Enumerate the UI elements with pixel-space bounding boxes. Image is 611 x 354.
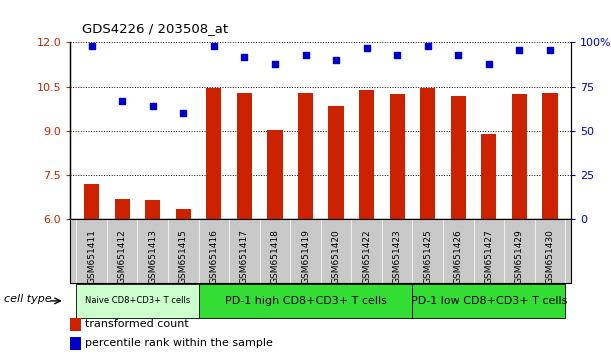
Bar	[329, 106, 344, 219]
Point	[301, 52, 310, 58]
Text: PD-1 high CD8+CD3+ T cells: PD-1 high CD8+CD3+ T cells	[225, 296, 386, 306]
FancyBboxPatch shape	[76, 284, 199, 318]
Text: GSM651416: GSM651416	[210, 229, 218, 284]
Bar	[268, 130, 283, 219]
Point	[209, 43, 219, 49]
Text: GDS4226 / 203508_at: GDS4226 / 203508_at	[82, 22, 229, 35]
Text: GSM651429: GSM651429	[515, 229, 524, 284]
Bar	[115, 199, 130, 219]
Point	[117, 98, 127, 104]
Bar	[207, 88, 222, 219]
Text: GSM651419: GSM651419	[301, 229, 310, 284]
FancyBboxPatch shape	[199, 284, 412, 318]
Point	[514, 47, 524, 52]
Text: PD-1 low CD8+CD3+ T cells: PD-1 low CD8+CD3+ T cells	[411, 296, 567, 306]
Bar	[237, 93, 252, 219]
Bar	[359, 90, 375, 219]
Text: percentile rank within the sample: percentile rank within the sample	[86, 338, 273, 348]
Point	[87, 43, 97, 49]
Bar	[451, 96, 466, 219]
Point	[270, 61, 280, 67]
Text: transformed count: transformed count	[86, 319, 189, 329]
Point	[423, 43, 433, 49]
Point	[178, 110, 188, 116]
Text: GSM651413: GSM651413	[148, 229, 157, 284]
Bar	[176, 209, 191, 219]
Text: GSM651425: GSM651425	[423, 229, 432, 284]
FancyBboxPatch shape	[412, 284, 565, 318]
Bar	[84, 184, 100, 219]
Bar	[145, 200, 161, 219]
Bar	[390, 94, 405, 219]
Point	[392, 52, 402, 58]
Point	[148, 103, 158, 109]
Text: GSM651423: GSM651423	[393, 229, 401, 284]
Point	[240, 54, 249, 59]
Bar	[420, 88, 436, 219]
Bar	[298, 93, 313, 219]
Text: GSM651420: GSM651420	[332, 229, 340, 284]
Point	[545, 47, 555, 52]
Point	[453, 52, 463, 58]
Text: GSM651418: GSM651418	[271, 229, 279, 284]
Text: GSM651422: GSM651422	[362, 229, 371, 284]
Text: GSM651417: GSM651417	[240, 229, 249, 284]
Text: GSM651427: GSM651427	[485, 229, 493, 284]
Bar	[70, 318, 81, 331]
Text: GSM651411: GSM651411	[87, 229, 96, 284]
Text: GSM651426: GSM651426	[454, 229, 463, 284]
Text: cell type: cell type	[4, 294, 51, 304]
Bar	[512, 94, 527, 219]
Bar	[70, 337, 81, 350]
Bar	[543, 93, 558, 219]
Text: GSM651430: GSM651430	[546, 229, 554, 284]
Point	[484, 61, 494, 67]
Text: Naive CD8+CD3+ T cells: Naive CD8+CD3+ T cells	[85, 296, 190, 306]
Point	[331, 57, 341, 63]
Text: GSM651412: GSM651412	[118, 229, 126, 284]
Text: GSM651415: GSM651415	[179, 229, 188, 284]
Bar	[481, 134, 497, 219]
Point	[362, 45, 371, 51]
